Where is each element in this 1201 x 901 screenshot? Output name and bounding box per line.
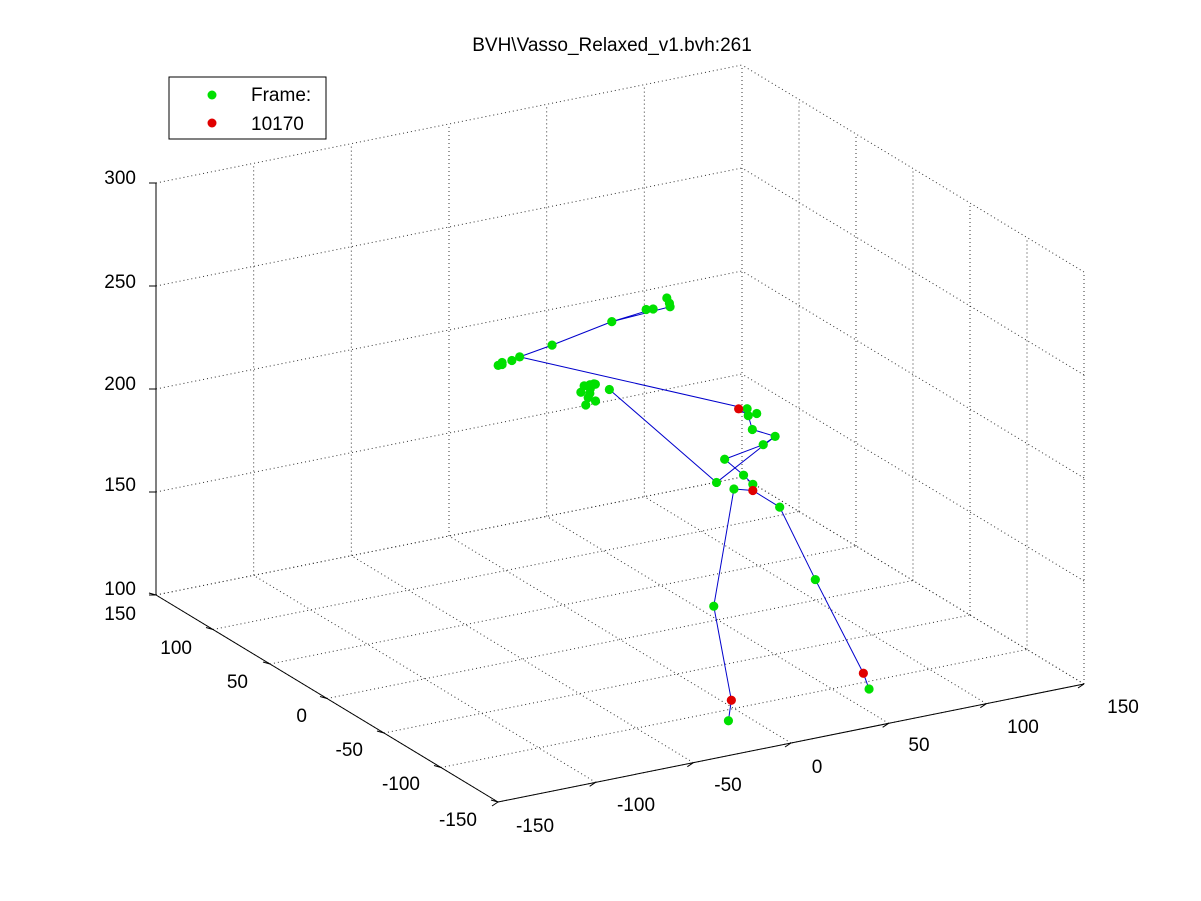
joint-point xyxy=(664,298,675,308)
y-tick-labels: -150 -100 -50 0 50 100 150 xyxy=(104,604,477,831)
joint-point xyxy=(775,502,785,512)
skeleton-bone xyxy=(779,506,816,580)
z-tick-label: 150 xyxy=(104,475,136,496)
x-tick-mark xyxy=(589,781,596,787)
x-tick-label: 50 xyxy=(908,735,929,756)
x-tick-label: 150 xyxy=(1107,697,1139,718)
joint-point xyxy=(747,424,757,435)
x-tick-mark xyxy=(1077,683,1085,689)
x-tick-label: -50 xyxy=(714,775,741,796)
y-tick-mark xyxy=(490,799,499,803)
z-tick-labels: 100 150 200 250 300 xyxy=(104,168,136,600)
x-tick-mark xyxy=(882,722,889,728)
legend: Frame: 10170 xyxy=(168,76,327,140)
y-tick-mark xyxy=(319,696,328,699)
x-tick-label: 100 xyxy=(1007,717,1039,738)
x-tick-labels: -150 -100 -50 0 50 100 150 xyxy=(516,697,1139,837)
y-tick-label: 150 xyxy=(104,604,136,625)
skeleton-bone xyxy=(752,490,780,508)
x-tick-mark xyxy=(687,762,694,768)
x-tick-label: 0 xyxy=(812,757,823,778)
y-tick-label: -50 xyxy=(336,740,363,761)
x-tick-mark xyxy=(491,801,499,807)
joint-point xyxy=(604,384,614,395)
joint-point-highlight xyxy=(858,668,868,678)
skeleton-bone xyxy=(814,579,864,674)
chart-title: BVH\Vasso_Relaxed_v1.bvh:261 xyxy=(472,35,752,56)
legend-marker-10170 xyxy=(207,118,217,128)
joint-point xyxy=(752,408,762,419)
joint-point xyxy=(758,440,768,450)
y-tick-label: -150 xyxy=(439,810,477,831)
skeleton-bones xyxy=(519,306,870,721)
skeleton-bone xyxy=(609,389,717,483)
y-tick-label: 0 xyxy=(296,706,307,727)
legend-box xyxy=(168,76,327,140)
joint-point xyxy=(576,387,586,397)
z-tick-label: 100 xyxy=(104,579,136,600)
legend-label-frame: Frame: xyxy=(251,85,311,106)
legend-label-10170: 10170 xyxy=(251,114,304,135)
joint-point xyxy=(493,360,503,370)
z-tick-label: 300 xyxy=(104,168,136,189)
joint-point xyxy=(648,304,658,314)
joint-point xyxy=(507,355,517,366)
joint-point-highlight xyxy=(748,485,758,496)
joint-point xyxy=(742,404,752,414)
y-tick-label: -100 xyxy=(382,774,420,795)
x-tick-mark xyxy=(784,742,792,748)
x-tick-label: -100 xyxy=(617,795,655,816)
skeleton-joints xyxy=(493,293,874,726)
x-tick-mark xyxy=(980,703,987,709)
joint-point xyxy=(590,396,601,406)
joint-point xyxy=(738,470,749,480)
skeleton-bone xyxy=(713,488,735,607)
joint-point xyxy=(720,454,730,464)
joint-point xyxy=(810,574,820,585)
x-tick-label: -150 xyxy=(516,816,554,837)
y-tick-mark xyxy=(262,661,271,665)
y-tick-label: 100 xyxy=(160,638,192,659)
joint-point xyxy=(864,684,874,694)
joint-point-highlight xyxy=(726,695,736,705)
skeleton-bone xyxy=(519,356,748,410)
skeleton-bone xyxy=(551,321,612,346)
joint-point xyxy=(770,431,780,441)
joint-point-highlight xyxy=(734,404,744,414)
y-tick-label: 50 xyxy=(227,672,248,693)
joint-point xyxy=(743,411,753,421)
joint-point xyxy=(515,352,525,362)
skeleton-bone xyxy=(519,344,553,358)
joint-point xyxy=(709,601,719,611)
tick-marks xyxy=(148,182,1085,807)
joint-point xyxy=(581,400,591,410)
skeleton-bone xyxy=(724,444,764,460)
joint-point xyxy=(711,477,722,488)
z-tick-label: 200 xyxy=(104,374,136,395)
joint-point xyxy=(641,304,651,315)
y-tick-mark xyxy=(376,730,385,734)
y-tick-mark xyxy=(205,627,214,630)
joint-point xyxy=(583,393,593,403)
joint-point xyxy=(607,317,617,327)
joint-point xyxy=(590,379,600,389)
y-tick-mark xyxy=(433,765,442,768)
joint-point xyxy=(729,484,739,494)
legend-marker-frame xyxy=(207,90,217,100)
z-tick-label: 250 xyxy=(104,272,136,293)
skeleton-bone xyxy=(713,606,732,701)
joint-point xyxy=(723,716,734,726)
joint-point xyxy=(547,340,557,350)
